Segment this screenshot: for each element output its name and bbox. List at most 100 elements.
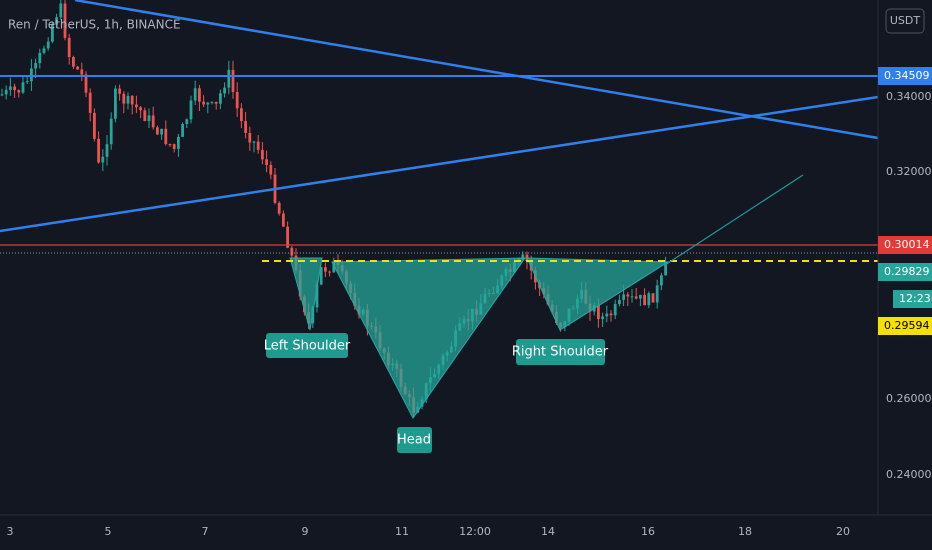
head-label: Head [397, 433, 431, 448]
candle-body [0, 94, 4, 96]
trend-line-up [0, 95, 879, 233]
candle-body [114, 88, 117, 119]
last-price-tag-box [878, 263, 932, 281]
candle-body [256, 141, 260, 150]
candle-body [4, 89, 8, 95]
symbol-title: Ren / TetherUS, 1h, BINANCE [8, 18, 181, 32]
candle-body [46, 41, 50, 49]
candle-body [42, 48, 46, 53]
candle-body [601, 316, 604, 320]
candle-body [88, 92, 92, 113]
candle-body [84, 74, 88, 93]
time-label: 14 [541, 525, 555, 538]
candle-body [97, 138, 100, 163]
candle-body [130, 95, 134, 105]
candle-body [223, 87, 226, 94]
candle-body [168, 144, 172, 146]
candle-body [38, 52, 42, 64]
candle-body [93, 112, 96, 139]
marker-tag-box [878, 317, 932, 335]
price-label: 0.26000 [886, 392, 932, 405]
candle-body [290, 247, 294, 256]
candle-body [328, 271, 331, 273]
candle-body [332, 261, 336, 273]
candle-body [282, 213, 285, 227]
candle-body [277, 202, 281, 214]
candle-body [59, 3, 63, 18]
candle-body [34, 63, 37, 69]
candle-body [210, 101, 214, 103]
candle-body [55, 17, 58, 25]
candle-body [105, 144, 109, 157]
candle-body [265, 159, 268, 165]
candle-body [109, 118, 113, 145]
candle-body [51, 24, 54, 42]
left-shoulder-label-box [266, 333, 348, 358]
candle-body [139, 107, 142, 111]
neckline-tag: 0.30014 [884, 238, 930, 251]
candle-body [609, 313, 613, 316]
candle-body [189, 100, 193, 120]
time-label: 9 [302, 525, 309, 538]
resistance-tag-box [878, 67, 932, 85]
pattern [289, 257, 670, 419]
candle-body [647, 293, 651, 306]
candle-body [639, 294, 642, 299]
candle-body [101, 156, 105, 163]
marker-tag: 0.29594 [884, 319, 930, 332]
countdown-box [893, 290, 932, 308]
head-shape [331, 257, 526, 419]
candle-body [319, 267, 323, 285]
neckline-tag-box [878, 236, 932, 254]
candle-body [202, 101, 205, 105]
right-shoulder-shape [526, 257, 670, 331]
candle-body [227, 69, 231, 88]
last-price-tag: 0.29829 [884, 265, 930, 278]
candle-body [261, 149, 264, 160]
candle-body [147, 115, 151, 122]
candle-body [660, 275, 663, 286]
candle-body [172, 144, 176, 149]
time-axis [0, 515, 932, 550]
candle-body [198, 88, 201, 102]
candle-body [214, 101, 218, 104]
left-shoulder-shape [289, 257, 323, 331]
candle-body [634, 296, 638, 299]
candle-body [17, 90, 21, 93]
currency-box[interactable] [885, 8, 925, 34]
candle-body [240, 108, 243, 122]
candle-body [231, 69, 235, 92]
candle-body [235, 91, 239, 109]
candle-body [315, 284, 319, 308]
candle-body [185, 119, 189, 125]
candle-body [181, 124, 184, 137]
candle-body [80, 69, 84, 75]
trend-line-down [74, 0, 879, 140]
candle-body [156, 127, 159, 135]
candle-body [618, 299, 621, 305]
candle-body [597, 305, 600, 320]
candle-body [324, 267, 327, 272]
candle-body [63, 3, 67, 38]
candle-body [193, 88, 197, 101]
time-label: 3 [7, 525, 14, 538]
candle-body [67, 37, 71, 58]
candle-body [252, 141, 256, 143]
candle-body [630, 296, 634, 298]
candle-body [177, 136, 180, 149]
candle-body [521, 254, 525, 259]
time-label: 7 [202, 525, 209, 538]
candle-body [248, 132, 252, 143]
candle-body [13, 86, 16, 91]
candle-body [164, 128, 168, 145]
candle-body [206, 102, 210, 105]
candle-body [244, 121, 247, 133]
candle-body [76, 66, 79, 70]
countdown: 12:23 [899, 292, 931, 305]
candle-body [126, 95, 130, 104]
candle-body [286, 226, 289, 248]
projection-line [664, 174, 804, 266]
candle-body [664, 261, 667, 276]
